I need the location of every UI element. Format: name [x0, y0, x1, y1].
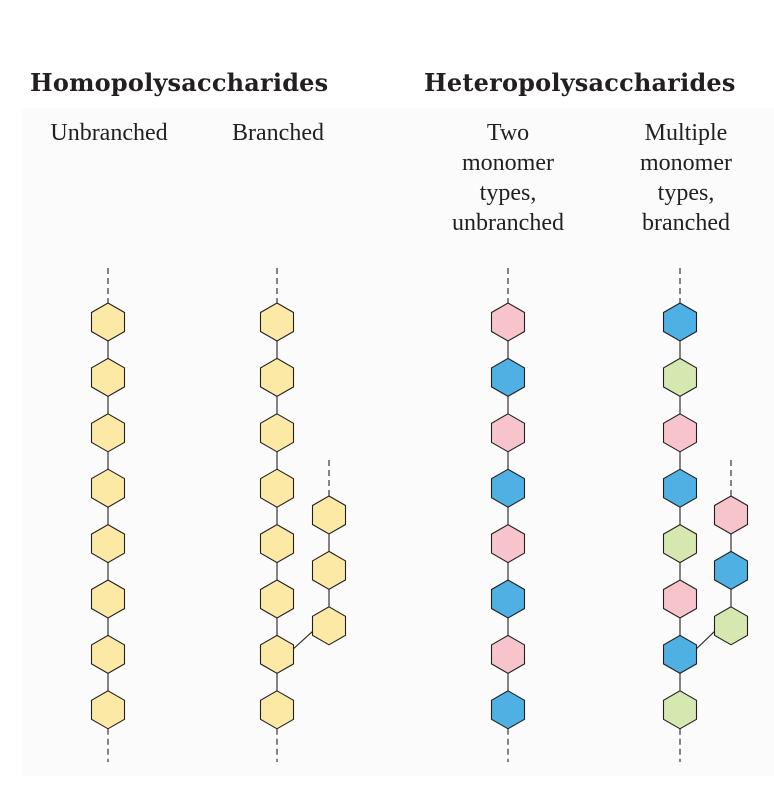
branched-main-chain-monomer-yellow — [259, 523, 295, 564]
multi-type-side-chain-monomer-green — [713, 606, 749, 646]
unbranched-chain-monomer-yellow — [90, 579, 126, 619]
two-type-chain-monomer-blue — [490, 357, 526, 398]
two-monomer-label: Two monomer types, unbranched — [452, 120, 564, 236]
branched-main-chain-monomer-yellow — [259, 357, 295, 398]
unbranched-chain-monomer-yellow — [90, 634, 126, 675]
branched-main-chain-monomer-yellow — [259, 579, 295, 619]
multi-type-main-chain-monomer-blue — [662, 468, 698, 508]
two-type-chain-monomer-blue — [490, 579, 526, 619]
two-type-chain-monomer-pink — [490, 523, 526, 564]
unbranched-chain-monomer-yellow — [90, 413, 126, 453]
branched-main-chain-monomer-yellow — [259, 302, 295, 342]
unbranched-chain-monomer-yellow — [90, 302, 126, 342]
unbranched-chain-monomer-yellow — [90, 690, 126, 730]
branched-side-chain-monomer-yellow — [311, 550, 347, 591]
unbranched-chain-monomer-yellow — [90, 357, 126, 398]
unbranched-label: Unbranched — [50, 120, 168, 146]
multi-type-main-chain-monomer-green — [662, 523, 698, 564]
multi-type-side-chain-monomer-pink — [713, 495, 749, 535]
two-type-chain-monomer-blue — [490, 690, 526, 730]
branched-main-chain-monomer-yellow — [259, 413, 295, 453]
branched-main-chain-monomer-yellow — [259, 690, 295, 730]
unbranched-chain-monomer-yellow — [90, 523, 126, 564]
two-type-chain-monomer-pink — [490, 302, 526, 342]
multiple-monomer-label: Multiple monomer types, branched — [640, 120, 732, 236]
multi-type-main-chain-monomer-blue — [662, 302, 698, 342]
homopolysaccharides-title: Homopolysaccharides — [30, 68, 329, 97]
multi-type-side-chain-branch-bond — [695, 630, 716, 650]
multi-type-main-chain-monomer-pink — [662, 413, 698, 453]
two-type-chain-monomer-pink — [490, 634, 526, 675]
branched-side-chain-monomer-yellow — [311, 495, 347, 535]
unbranched-chain-monomer-yellow — [90, 468, 126, 508]
branched-side-chain-monomer-yellow — [311, 606, 347, 646]
diagram-panel — [22, 108, 774, 776]
branched-label: Branched — [232, 120, 324, 146]
multi-type-main-chain-monomer-green — [662, 357, 698, 398]
branched-main-chain-monomer-yellow — [259, 468, 295, 508]
branched-main-chain-monomer-yellow — [259, 634, 295, 675]
heteropolysaccharides-title: Heteropolysaccharides — [424, 68, 736, 97]
branched-side-chain-branch-bond — [292, 630, 314, 650]
multi-type-side-chain-monomer-blue — [713, 550, 749, 591]
multi-type-main-chain-monomer-green — [662, 690, 698, 730]
multi-type-main-chain-monomer-pink — [662, 579, 698, 619]
two-type-chain-monomer-blue — [490, 468, 526, 508]
two-type-chain-monomer-pink — [490, 413, 526, 453]
multi-type-main-chain-monomer-blue — [662, 634, 698, 675]
